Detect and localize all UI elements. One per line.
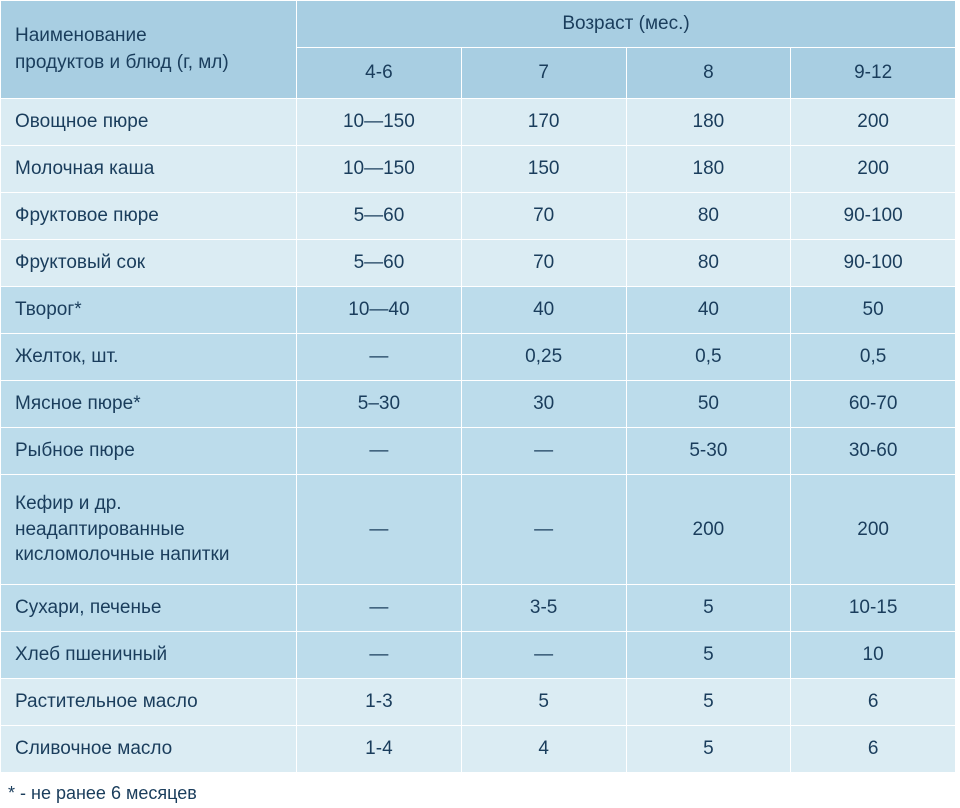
table-row: Растительное масло1-3556 — [1, 678, 956, 725]
table-row: Рыбное пюре——5-3030-60 — [1, 428, 956, 475]
cell-value: 0,25 — [461, 334, 626, 381]
cell-value: — — [297, 428, 462, 475]
cell-value: 200 — [791, 475, 956, 585]
row-label-line1: Кефир и др. неадаптированные — [15, 493, 185, 540]
table-row: Творог*10—40404050 — [1, 287, 956, 334]
cell-value: 0,5 — [626, 334, 791, 381]
row-label: Мясное пюре* — [1, 381, 297, 428]
cell-value: 5–30 — [297, 381, 462, 428]
cell-value: — — [461, 631, 626, 678]
table-row: Кефир и др. неадаптированные кисломолочны… — [1, 475, 956, 585]
cell-value: 10—150 — [297, 99, 462, 146]
table-row: Молочная каша10—150150180200 — [1, 146, 956, 193]
row-label: Молочная каша — [1, 146, 297, 193]
age-col-1: 7 — [461, 48, 626, 99]
age-col-0: 4-6 — [297, 48, 462, 99]
age-col-2: 8 — [626, 48, 791, 99]
cell-value: 5 — [626, 725, 791, 772]
cell-value: 10-15 — [791, 584, 956, 631]
cell-value: 6 — [791, 725, 956, 772]
cell-value: 40 — [626, 287, 791, 334]
cell-value: 50 — [791, 287, 956, 334]
cell-value: 50 — [626, 381, 791, 428]
cell-value: 5 — [626, 678, 791, 725]
age-col-3: 9-12 — [791, 48, 956, 99]
row-label: Растительное масло — [1, 678, 297, 725]
cell-value: 5—60 — [297, 240, 462, 287]
header-age-label: Возраст (мес.) — [297, 1, 956, 48]
cell-value: 200 — [791, 99, 956, 146]
cell-value: — — [461, 428, 626, 475]
cell-value: 10—150 — [297, 146, 462, 193]
table-body: Овощное пюре10—150170180200Молочная каша… — [1, 99, 956, 773]
cell-value: — — [297, 475, 462, 585]
row-label: Овощное пюре — [1, 99, 297, 146]
cell-value: 80 — [626, 240, 791, 287]
cell-value: 200 — [626, 475, 791, 585]
cell-value: 80 — [626, 193, 791, 240]
cell-value: 70 — [461, 240, 626, 287]
cell-value: — — [297, 334, 462, 381]
table-row: Сливочное масло1-4456 — [1, 725, 956, 772]
footnote: * - не ранее 6 месяцев — [0, 773, 956, 808]
row-label: Желток, шт. — [1, 334, 297, 381]
row-label: Рыбное пюре — [1, 428, 297, 475]
cell-value: — — [461, 475, 626, 585]
header-line1: Наименование — [15, 25, 147, 46]
row-label: Сухари, печенье — [1, 584, 297, 631]
table-row: Сухари, печенье—3-5510-15 — [1, 584, 956, 631]
cell-value: — — [297, 584, 462, 631]
cell-value: 180 — [626, 99, 791, 146]
row-label: Фруктовый сок — [1, 240, 297, 287]
cell-value: 150 — [461, 146, 626, 193]
row-label: Сливочное масло — [1, 725, 297, 772]
cell-value: 90-100 — [791, 240, 956, 287]
cell-value: 90-100 — [791, 193, 956, 240]
cell-value: 1-3 — [297, 678, 462, 725]
feeding-table-container: Наименование продуктов и блюд (г, мл) Во… — [0, 0, 956, 808]
header-product-label: Наименование продуктов и блюд (г, мл) — [1, 1, 297, 99]
cell-value: 1-4 — [297, 725, 462, 772]
row-label: Кефир и др. неадаптированные кисломолочны… — [1, 475, 297, 585]
cell-value: 40 — [461, 287, 626, 334]
cell-value: 5 — [461, 678, 626, 725]
cell-value: 5-30 — [626, 428, 791, 475]
cell-value: 180 — [626, 146, 791, 193]
cell-value: 30 — [461, 381, 626, 428]
row-label: Творог* — [1, 287, 297, 334]
cell-value: 70 — [461, 193, 626, 240]
cell-value: 4 — [461, 725, 626, 772]
cell-value: 0,5 — [791, 334, 956, 381]
table-row: Фруктовый сок5—60708090-100 — [1, 240, 956, 287]
table-row: Мясное пюре*5–30305060-70 — [1, 381, 956, 428]
table-row: Хлеб пшеничный——510 — [1, 631, 956, 678]
table-row: Овощное пюре10—150170180200 — [1, 99, 956, 146]
cell-value: 3-5 — [461, 584, 626, 631]
cell-value: 5 — [626, 631, 791, 678]
cell-value: 10 — [791, 631, 956, 678]
cell-value: 5—60 — [297, 193, 462, 240]
cell-value: 30-60 — [791, 428, 956, 475]
cell-value: 5 — [626, 584, 791, 631]
feeding-table: Наименование продуктов и блюд (г, мл) Во… — [0, 0, 956, 773]
cell-value: 170 — [461, 99, 626, 146]
cell-value: — — [297, 631, 462, 678]
row-label: Хлеб пшеничный — [1, 631, 297, 678]
cell-value: 60-70 — [791, 381, 956, 428]
cell-value: 6 — [791, 678, 956, 725]
table-row: Желток, шт.—0,250,50,5 — [1, 334, 956, 381]
cell-value: 200 — [791, 146, 956, 193]
cell-value: 10—40 — [297, 287, 462, 334]
header-line2: продуктов и блюд (г, мл) — [15, 52, 229, 73]
table-row: Фруктовое пюре5—60708090-100 — [1, 193, 956, 240]
row-label-line2: кисломолочные напитки — [15, 544, 229, 565]
row-label: Фруктовое пюре — [1, 193, 297, 240]
